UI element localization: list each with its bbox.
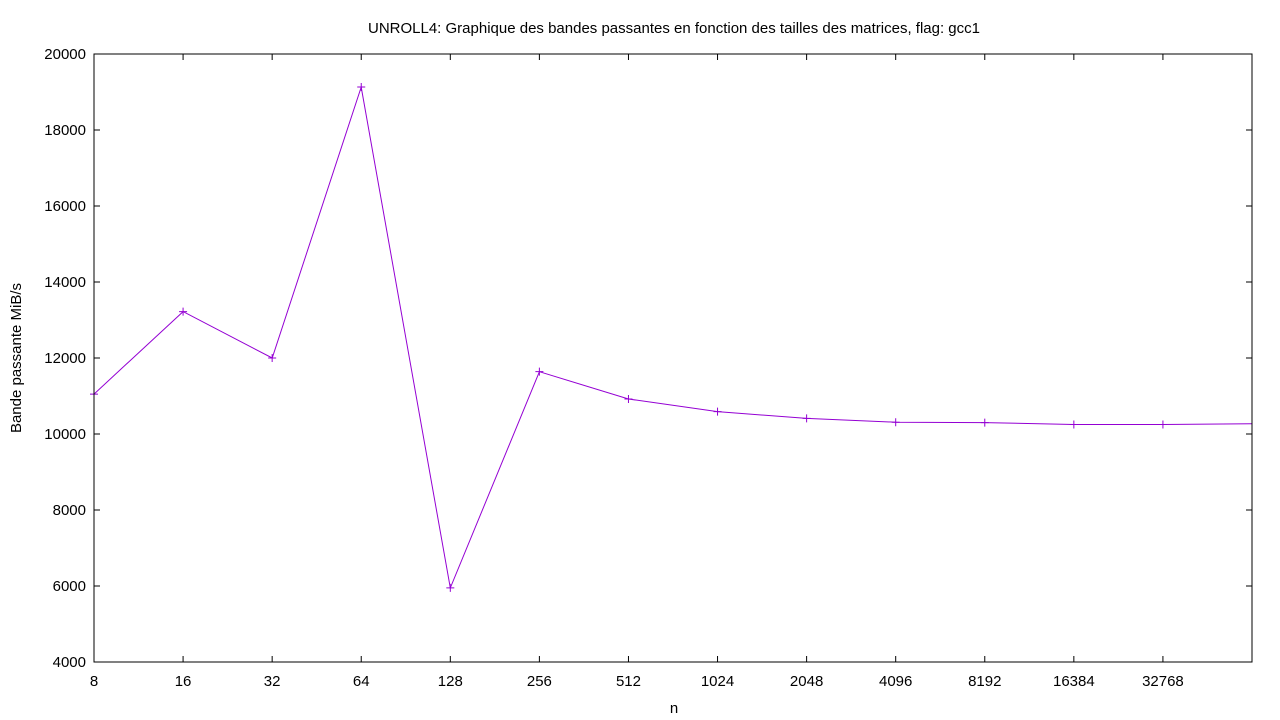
data-point-marker (179, 307, 188, 316)
x-tick-label: 2048 (790, 673, 823, 690)
x-tick-label: 128 (438, 673, 463, 690)
data-point-marker (802, 414, 811, 423)
x-tick-label: 32768 (1142, 673, 1184, 690)
data-point-marker (446, 583, 455, 592)
x-tick-label: 64 (353, 673, 370, 690)
data-point-marker (980, 418, 989, 427)
series-line (93, 86, 1253, 590)
data-point-marker (1158, 420, 1167, 429)
data-point-marker (357, 83, 366, 92)
plot-frame (93, 53, 1253, 663)
y-tick-label: 10000 (44, 426, 86, 443)
x-tick-label: 32 (264, 673, 281, 690)
x-tick-label: 16 (175, 673, 192, 690)
data-point-marker (268, 354, 277, 362)
y-tick-label: 4000 (53, 654, 86, 671)
x-tick-label: 8192 (968, 673, 1001, 690)
y-tick-label: 18000 (44, 122, 86, 139)
data-point-marker (891, 418, 900, 427)
data-point-marker (624, 395, 633, 404)
x-tick-label: 512 (616, 673, 641, 690)
x-tick-label: 8 (90, 673, 98, 690)
data-point-marker (713, 407, 722, 416)
x-axis-label: n (670, 700, 678, 717)
y-tick-label: 6000 (53, 578, 86, 595)
chart-title: UNROLL4: Graphique des bandes passantes … (368, 20, 980, 37)
x-tick-label: 1024 (701, 673, 734, 690)
data-point-marker (535, 367, 544, 376)
y-tick-label: 14000 (44, 274, 86, 291)
y-tick-label: 20000 (44, 46, 86, 63)
x-tick-label: 16384 (1053, 673, 1095, 690)
y-tick-label: 16000 (44, 198, 86, 215)
x-tick-label: 4096 (879, 673, 912, 690)
y-tick-label: 12000 (44, 350, 86, 367)
data-point-marker (1069, 420, 1078, 429)
y-tick-label: 8000 (53, 502, 86, 519)
x-tick-label: 256 (527, 673, 552, 690)
y-axis-label: Bande passante MiB/s (8, 283, 25, 433)
